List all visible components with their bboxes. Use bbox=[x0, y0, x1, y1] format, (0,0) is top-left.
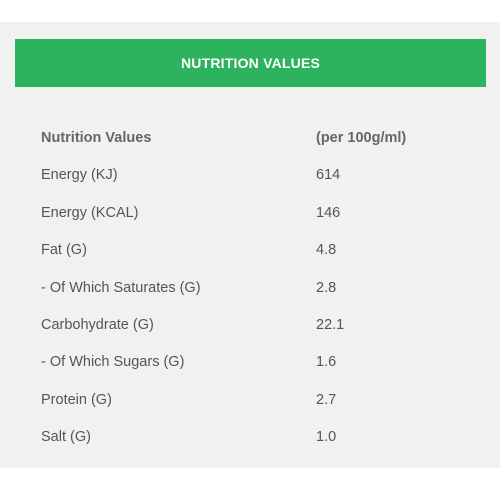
table-row: - Of Which Saturates (G) 2.8 bbox=[41, 270, 471, 307]
nutrient-value: 1.6 bbox=[316, 354, 337, 371]
table-row: Protein (G) 2.7 bbox=[41, 382, 471, 419]
nutrient-label: Energy (KJ) bbox=[41, 167, 118, 184]
nutrient-value: 2.8 bbox=[316, 279, 337, 296]
nutrition-header-tab[interactable]: NUTRITION VALUES bbox=[15, 39, 486, 87]
nutrition-table: Nutrition Values (per 100g/ml) Energy (K… bbox=[41, 120, 471, 457]
nutrient-value: 4.8 bbox=[316, 242, 337, 259]
nutrient-label: Salt (G) bbox=[41, 429, 91, 446]
nutrient-label: Carbohydrate (G) bbox=[41, 316, 154, 333]
nutrient-label: Fat (G) bbox=[41, 242, 87, 259]
table-row: Carbohydrate (G) 22.1 bbox=[41, 307, 471, 344]
table-row: Energy (KCAL) 146 bbox=[41, 195, 471, 232]
nutrient-value: 1.0 bbox=[316, 429, 337, 446]
nutrient-value: 2.7 bbox=[316, 391, 337, 408]
table-row: Salt (G) 1.0 bbox=[41, 419, 471, 456]
nutrient-value: 22.1 bbox=[316, 316, 345, 333]
table-row: Fat (G) 4.8 bbox=[41, 232, 471, 269]
nutrition-header-title: NUTRITION VALUES bbox=[180, 55, 321, 71]
nutrient-value: 146 bbox=[316, 204, 341, 221]
nutrient-label: Protein (G) bbox=[41, 391, 112, 408]
nutrition-panel: NUTRITION VALUES Nutrition Values (per 1… bbox=[0, 22, 500, 468]
nutrient-label: Energy (KCAL) bbox=[41, 204, 139, 221]
table-row: - Of Which Sugars (G) 1.6 bbox=[41, 344, 471, 381]
table-header-row: Nutrition Values (per 100g/ml) bbox=[41, 120, 471, 157]
nutrient-value: 614 bbox=[316, 167, 341, 184]
column-header-nutrient: Nutrition Values bbox=[41, 130, 152, 146]
nutrient-label: - Of Which Sugars (G) bbox=[41, 354, 185, 371]
nutrient-label: - Of Which Saturates (G) bbox=[41, 279, 201, 296]
table-row: Energy (KJ) 614 bbox=[41, 157, 471, 194]
column-header-per-100g: (per 100g/ml) bbox=[316, 130, 407, 146]
